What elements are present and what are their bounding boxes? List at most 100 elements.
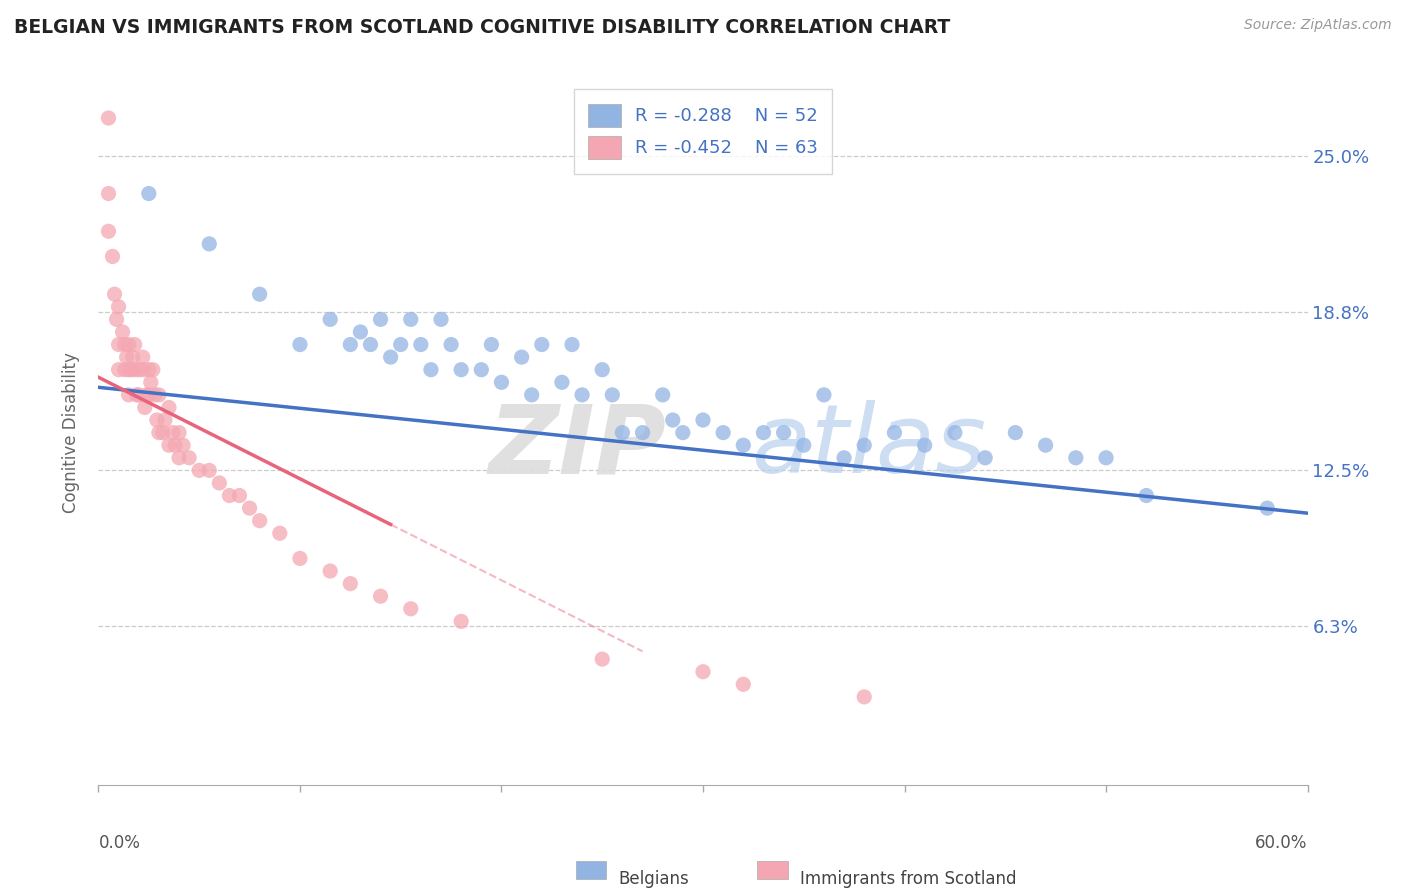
Point: [239, 501, 262, 516]
Point: [121, 350, 143, 364]
FancyBboxPatch shape: [758, 861, 787, 879]
Point: [339, 337, 361, 351]
Point: [319, 312, 342, 326]
Point: [450, 615, 472, 629]
Point: [135, 388, 157, 402]
Point: [198, 236, 221, 251]
Point: [124, 337, 146, 351]
Point: [138, 362, 160, 376]
Point: [198, 463, 221, 477]
Point: [470, 362, 492, 376]
Text: ZIP: ZIP: [489, 401, 666, 493]
Point: [107, 362, 129, 376]
Point: [813, 388, 835, 402]
Point: [103, 287, 125, 301]
Text: Belgians: Belgians: [619, 870, 689, 888]
Point: [752, 425, 775, 440]
Point: [1004, 425, 1026, 440]
Point: [157, 438, 180, 452]
Point: [208, 475, 231, 490]
Y-axis label: Cognitive Disability: Cognitive Disability: [62, 352, 80, 513]
Point: [591, 652, 613, 666]
Point: [107, 300, 129, 314]
Point: [360, 337, 382, 351]
Point: [571, 388, 593, 402]
Point: [672, 425, 695, 440]
Point: [370, 312, 392, 326]
Point: [339, 576, 361, 591]
Point: [380, 350, 402, 364]
Point: [943, 425, 966, 440]
Point: [481, 337, 503, 351]
Point: [853, 438, 876, 452]
Point: [288, 337, 311, 351]
Point: [612, 425, 634, 440]
Point: [651, 388, 673, 402]
Point: [188, 463, 211, 477]
Point: [1095, 450, 1118, 465]
Point: [118, 388, 141, 402]
Point: [162, 425, 184, 440]
Point: [148, 425, 170, 440]
Point: [249, 514, 271, 528]
Point: [105, 312, 128, 326]
Point: [125, 388, 148, 402]
Point: [138, 388, 160, 402]
Point: [793, 438, 815, 452]
Point: [97, 186, 120, 201]
Point: [179, 450, 201, 465]
Point: [692, 413, 714, 427]
Point: [118, 337, 141, 351]
Point: [711, 425, 734, 440]
Point: [101, 250, 124, 264]
Text: atlas: atlas: [751, 401, 987, 493]
Point: [167, 425, 190, 440]
Text: 0.0%: 0.0%: [98, 834, 141, 852]
Point: [132, 350, 155, 364]
Point: [1064, 450, 1087, 465]
Point: [134, 401, 156, 415]
Point: [269, 526, 291, 541]
Point: [1035, 438, 1057, 452]
Point: [97, 224, 120, 238]
Point: [510, 350, 533, 364]
Point: [97, 111, 120, 125]
Point: [163, 438, 186, 452]
Point: [450, 362, 472, 376]
Point: [1135, 489, 1157, 503]
Point: [143, 388, 166, 402]
Point: [520, 388, 543, 402]
FancyBboxPatch shape: [576, 861, 606, 879]
Point: [249, 287, 271, 301]
Point: [1256, 501, 1278, 516]
Point: [389, 337, 412, 351]
Point: [118, 362, 141, 376]
Point: [146, 413, 169, 427]
Point: [114, 337, 136, 351]
Text: BELGIAN VS IMMIGRANTS FROM SCOTLAND COGNITIVE DISABILITY CORRELATION CHART: BELGIAN VS IMMIGRANTS FROM SCOTLAND COGN…: [14, 18, 950, 37]
Point: [409, 337, 432, 351]
Point: [138, 186, 160, 201]
Point: [172, 438, 194, 452]
Point: [115, 350, 138, 364]
Point: [631, 425, 654, 440]
Point: [111, 325, 134, 339]
Point: [440, 337, 463, 351]
Text: 60.0%: 60.0%: [1256, 834, 1308, 852]
Point: [142, 362, 165, 376]
Point: [551, 376, 574, 390]
Legend: R = -0.288    N = 52, R = -0.452    N = 63: R = -0.288 N = 52, R = -0.452 N = 63: [574, 89, 832, 174]
Point: [399, 312, 422, 326]
Point: [128, 362, 150, 376]
Point: [561, 337, 583, 351]
Point: [124, 362, 146, 376]
Point: [530, 337, 553, 351]
Point: [218, 489, 240, 503]
Point: [692, 665, 714, 679]
Text: Immigrants from Scotland: Immigrants from Scotland: [800, 870, 1017, 888]
Point: [349, 325, 371, 339]
Point: [399, 601, 422, 615]
Point: [228, 489, 250, 503]
Point: [139, 376, 162, 390]
Point: [832, 450, 855, 465]
